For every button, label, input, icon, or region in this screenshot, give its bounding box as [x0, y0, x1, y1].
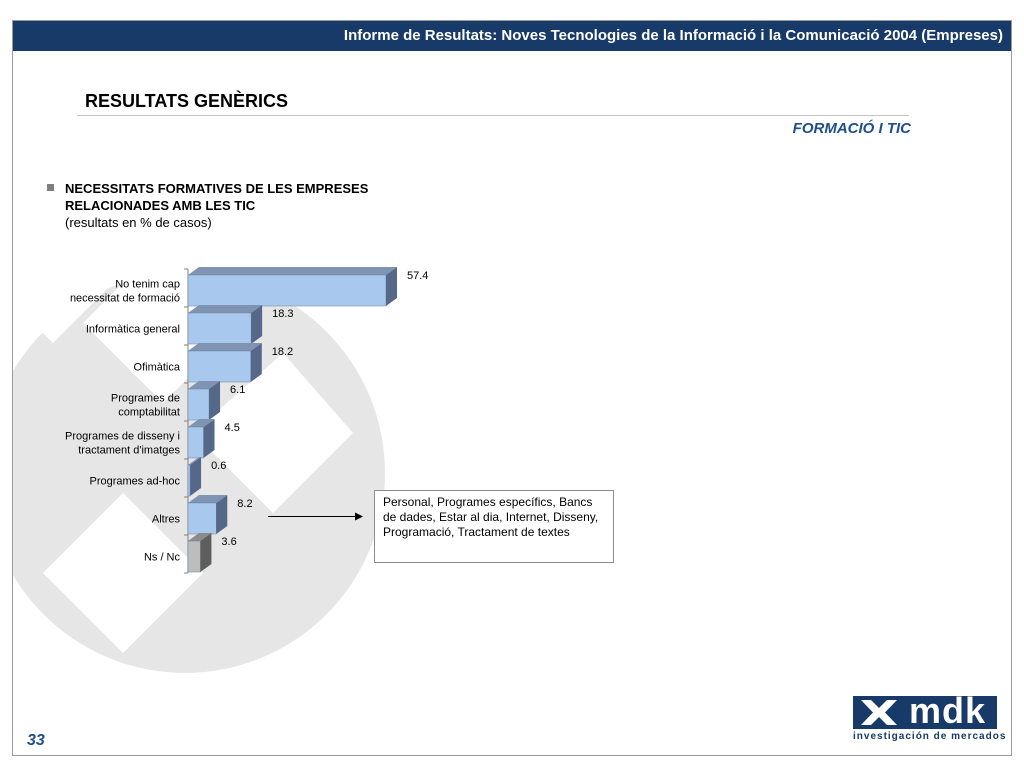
bar-side-face [209, 381, 221, 420]
bar-side-face [190, 457, 202, 496]
bar [187, 502, 217, 535]
logo-mark: mdk [853, 690, 997, 731]
bullet-square-icon [47, 184, 54, 191]
header-bar: Informe de Resultats: Noves Tecnologies … [13, 21, 1011, 51]
callout-arrow-head [355, 512, 363, 521]
value-label: 0.6 [211, 460, 226, 472]
bar [187, 274, 387, 307]
bar-side-face [251, 305, 263, 344]
category-label: Altres [152, 514, 181, 526]
bar-side-face [216, 495, 228, 534]
bar-side-face [250, 343, 262, 382]
bar [187, 426, 204, 459]
bar-top-face [188, 457, 202, 465]
value-label: 8.2 [237, 498, 252, 510]
header-title: Informe de Resultats: Noves Tecnologies … [343, 27, 1003, 44]
category-label: tractament d'imatges [78, 445, 180, 457]
category-label: Programes de [111, 393, 180, 405]
title-divider [77, 115, 909, 116]
value-label: 18.3 [272, 308, 293, 320]
bar [187, 464, 191, 497]
category-label: Informàtica general [86, 324, 180, 336]
category-label: No tenim cap [115, 279, 180, 291]
bar-chart: 57.4 No tenim cap necessitat de formació 18… [65, 267, 428, 574]
bar-top-face [188, 381, 221, 389]
bar-side-face [200, 533, 212, 572]
bar [187, 312, 252, 345]
section-title: RESULTATS GENÈRICS [85, 91, 289, 111]
logo-tagline: investigación de mercados [853, 731, 1007, 742]
value-label: 18.2 [272, 346, 293, 358]
value-label: 4.5 [225, 422, 240, 434]
bar-top-face [188, 533, 212, 541]
category-label: Programes ad-hoc [90, 476, 181, 488]
chart-heading: NECESSITATS FORMATIVES DE LES EMPRESES R… [65, 180, 368, 231]
section-subtitle: FORMACIÓ I TIC [792, 120, 911, 137]
bar-top-face [188, 343, 262, 351]
bar-top-face [188, 267, 397, 275]
bar [187, 388, 210, 421]
chart-heading-line1: NECESSITATS FORMATIVES DE LES EMPRESES [65, 181, 369, 196]
slide: Informe de Resultats: Noves Tecnologies … [12, 20, 1012, 756]
logo-wordmark: mdk [909, 690, 987, 731]
value-label: 3.6 [221, 536, 236, 548]
category-label: Programes de disseny i [65, 431, 180, 443]
value-label: 6.1 [230, 384, 245, 396]
category-label: necessitat de formació [70, 293, 180, 305]
bar-top-face [188, 495, 228, 503]
bar [187, 540, 201, 573]
chart-heading-note: (resultats en % de casos) [65, 215, 212, 230]
logo-cross-icon [861, 700, 897, 725]
bar-top-face [188, 305, 263, 313]
bar [187, 350, 252, 383]
callout-box: Personal, Programes específics, Bancs de… [374, 490, 614, 563]
value-label: 57.4 [407, 270, 428, 282]
bar-side-face [203, 419, 215, 458]
chart-heading-line2: RELACIONADES AMB LES TIC [65, 198, 256, 213]
category-label: comptabilitat [118, 407, 180, 419]
category-label: Ns / Nc [144, 552, 181, 564]
company-logo: mdk investigación de mercados [853, 690, 1005, 744]
page-number: 33 [27, 732, 45, 749]
category-label: Ofimàtica [134, 362, 181, 374]
bar-top-face [188, 419, 215, 427]
bar-side-face [386, 267, 397, 306]
